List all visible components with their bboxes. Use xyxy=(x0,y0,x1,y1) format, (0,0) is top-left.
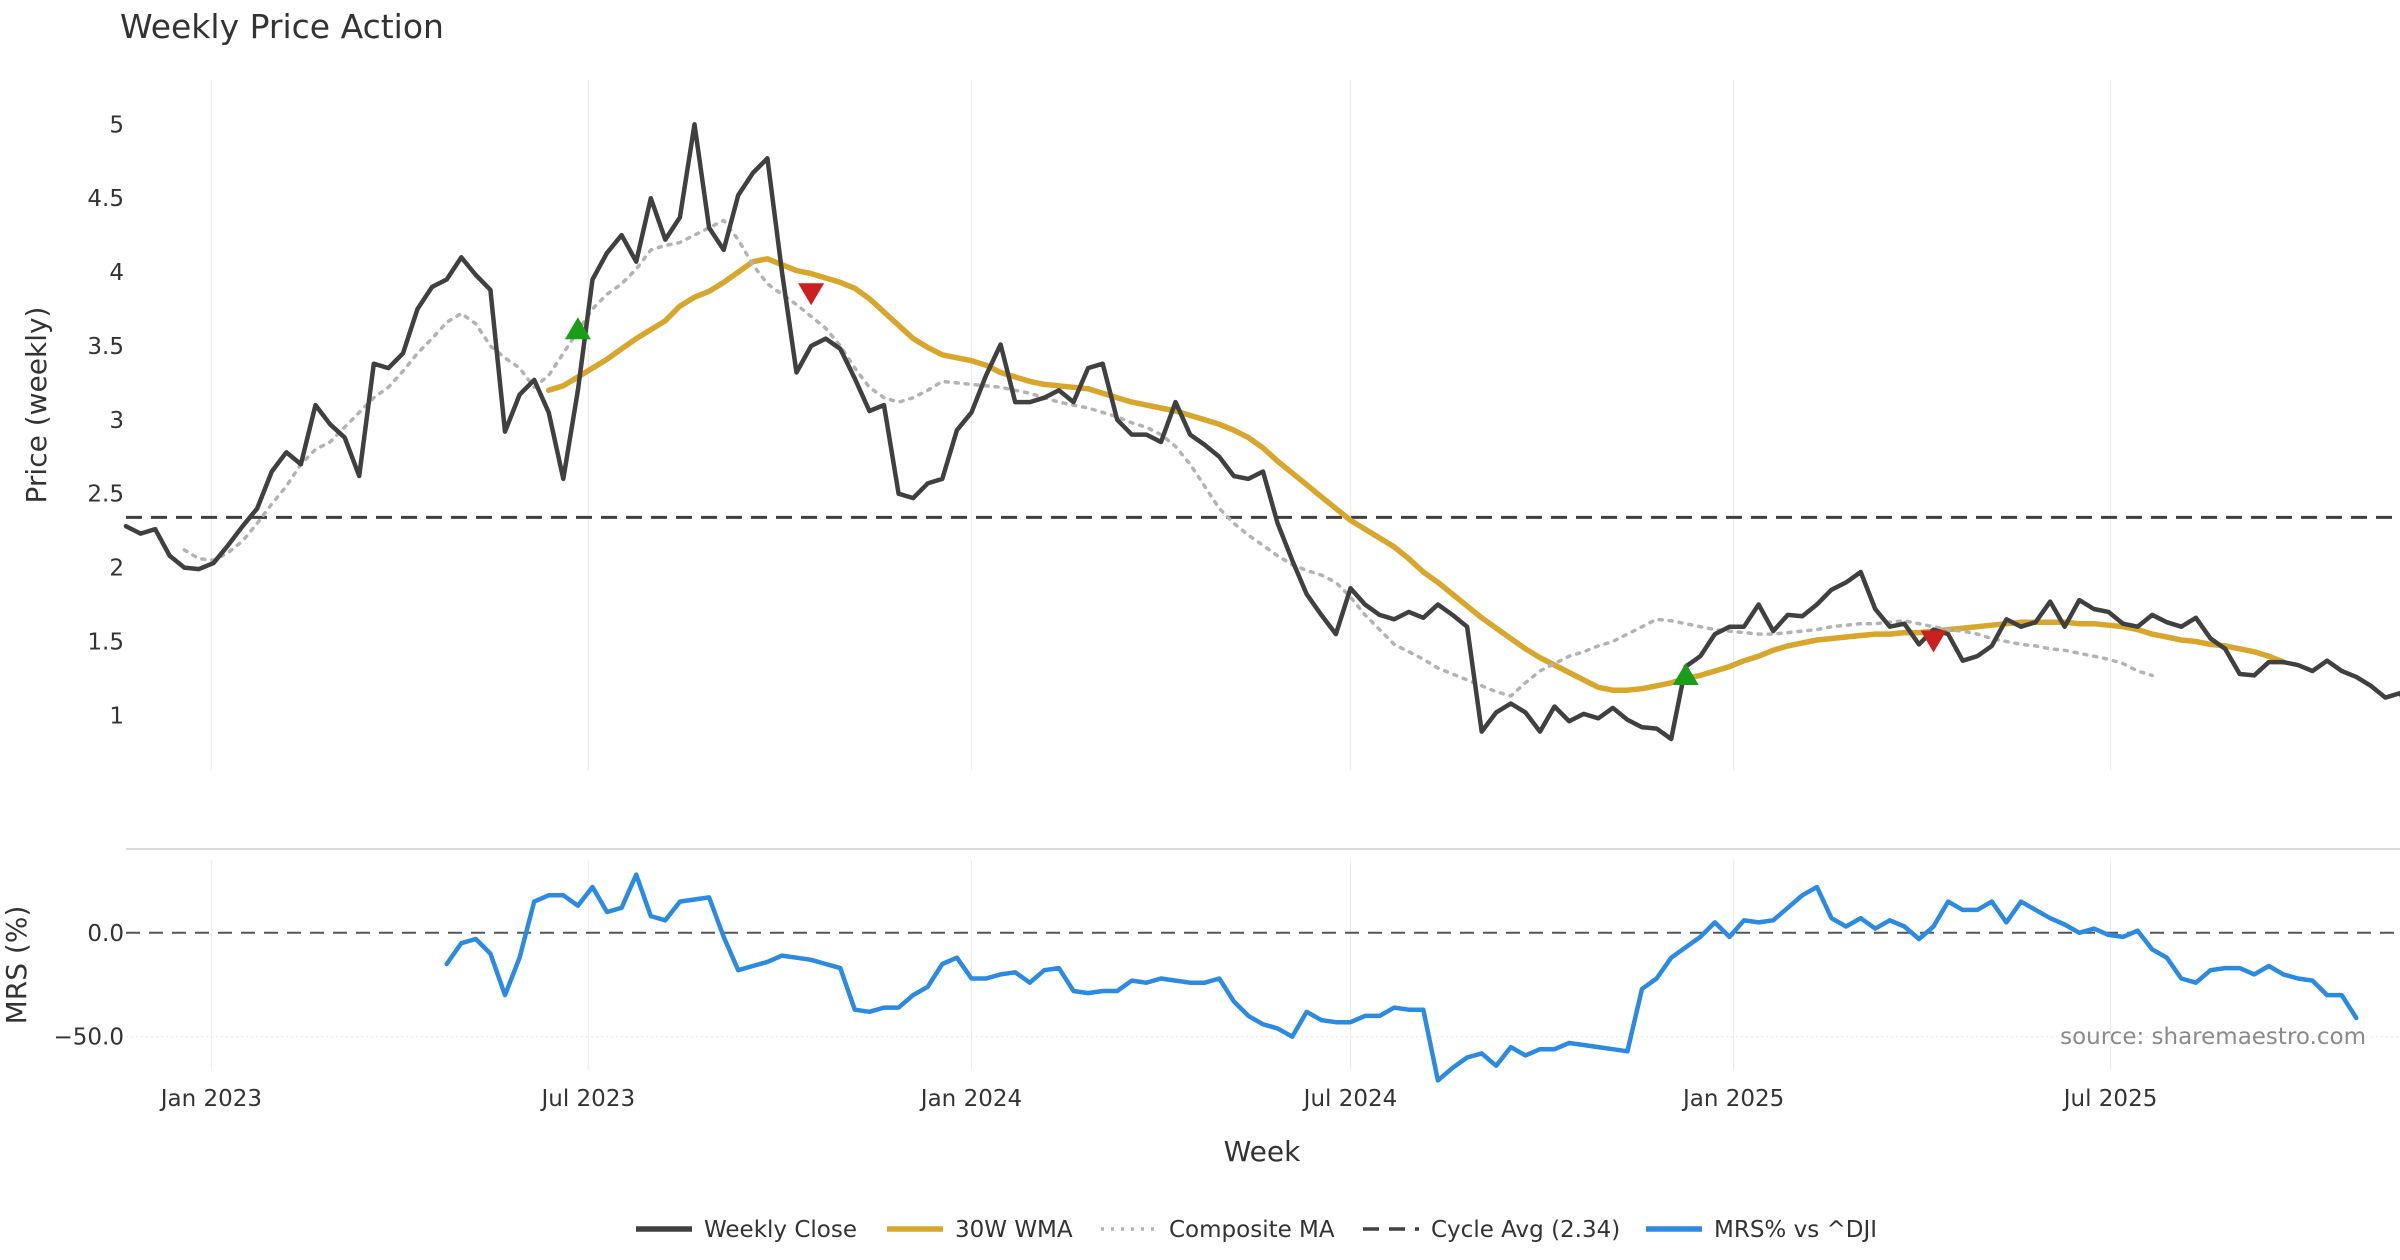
price-vertical-gridlines xyxy=(210,80,2112,770)
price-y-tick-label: 4 xyxy=(109,260,124,286)
buy-signal-marker xyxy=(564,317,591,340)
x-tick-label: Jul 2024 xyxy=(1302,1086,1398,1112)
legend-item-cycle-avg-2-34: Cycle Avg (2.34) xyxy=(1363,1217,1620,1243)
legend-label: Composite MA xyxy=(1169,1217,1335,1243)
price-y-tick-label: 3 xyxy=(109,408,124,434)
sell-signal-marker xyxy=(1920,630,1947,653)
series-30w-wma xyxy=(545,256,2287,693)
mrs-gridlines xyxy=(126,860,2400,1070)
x-tick-label: Jul 2025 xyxy=(2062,1086,2158,1112)
x-axis: Jan 2023 Jul 2023 Jan 2024 Jul 2024 Jan 2025… xyxy=(159,1086,2158,1112)
legend-label: 30W WMA xyxy=(955,1217,1073,1243)
series-weekly-close xyxy=(123,122,2400,742)
price-y-tick-label: 2 xyxy=(109,556,124,582)
legend-item-weekly-close: Weekly Close xyxy=(636,1217,857,1243)
price-y-tick-label: 5 xyxy=(109,112,124,138)
x-tick-label: Jan 2023 xyxy=(159,1086,262,1112)
price-y-tick-label: 4.5 xyxy=(87,186,124,212)
mrs-y-axis: 0.0 −50.0 xyxy=(54,921,124,1051)
price-y-tick-label: 1 xyxy=(109,703,124,729)
signal-markers xyxy=(564,283,1947,685)
source-note: source: sharemaestro.com xyxy=(2060,1024,2366,1050)
series-mrs-vs-dji xyxy=(444,872,2359,1083)
x-tick-label: Jul 2023 xyxy=(539,1086,635,1112)
legend: Weekly Close 30W WMA Composite MA Cycle Avg… xyxy=(636,1217,1877,1243)
price-y-tick-label: 1.5 xyxy=(87,629,124,655)
legend-item-mrs-vs-dji: MRS% vs ^DJI xyxy=(1646,1217,1877,1243)
mrs-y-tick-label: −50.0 xyxy=(54,1025,124,1051)
sell-signal-marker xyxy=(798,283,825,306)
price-series xyxy=(123,122,2400,742)
legend-label: Weekly Close xyxy=(704,1217,857,1243)
mrs-y-tick-label: 0.0 xyxy=(87,921,124,947)
series-composite-ma xyxy=(182,218,2154,698)
mrs-y-axis-title: MRS (%) xyxy=(0,906,33,1025)
mrs-series xyxy=(444,872,2359,1083)
legend-label: Cycle Avg (2.34) xyxy=(1431,1217,1620,1243)
price-y-tick-label: 3.5 xyxy=(87,334,124,360)
price-y-axis-title: Price (weekly) xyxy=(20,307,53,504)
legend-item-composite-ma: Composite MA xyxy=(1101,1217,1335,1243)
legend-label: MRS% vs ^DJI xyxy=(1714,1217,1877,1243)
x-axis-title: Week xyxy=(1224,1135,1301,1168)
legend-item-30w-wma: 30W WMA xyxy=(887,1217,1073,1243)
buy-signal-marker xyxy=(1672,662,1699,685)
price-y-axis: 1 1.5 2 2.5 3 3.5 4 4.5 5 xyxy=(87,112,124,729)
price-y-tick-label: 2.5 xyxy=(87,482,124,508)
x-tick-label: Jan 2024 xyxy=(919,1086,1022,1112)
x-tick-label: Jan 2025 xyxy=(1681,1086,1784,1112)
chart-title: Weekly Price Action xyxy=(120,7,444,46)
